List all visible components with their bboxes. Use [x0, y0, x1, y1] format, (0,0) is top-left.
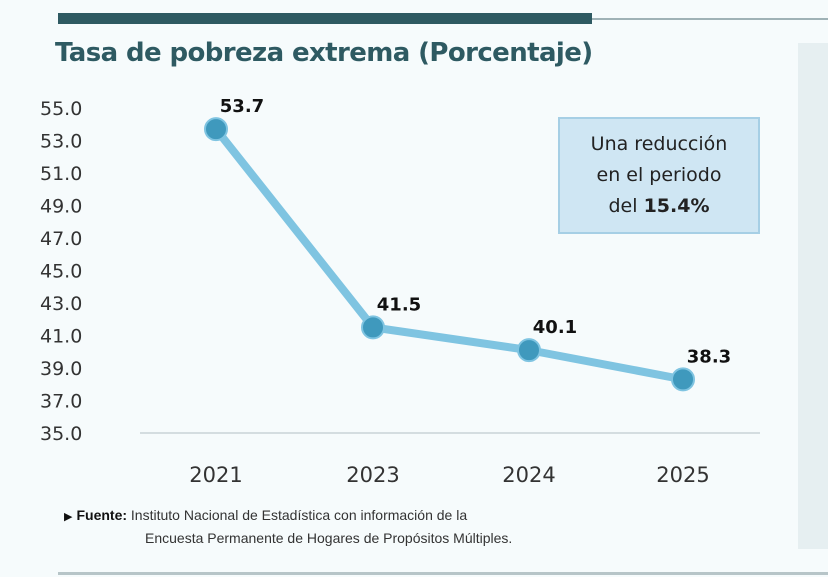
side-panel: [798, 43, 828, 549]
x-tick-label: 2024: [502, 463, 555, 487]
callout-line-2: en el periodo: [596, 164, 722, 186]
y-tick-label: 53.0: [40, 131, 82, 153]
source-line-1: Instituto Nacional de Estadística con in…: [130, 507, 468, 523]
y-tick-label: 49.0: [40, 196, 82, 218]
reduction-callout: Una reducción en el periodo del 15.4%: [558, 117, 760, 234]
y-tick-label: 55.0: [40, 98, 82, 120]
header-rule: [592, 18, 828, 20]
data-point-marker: [671, 367, 695, 392]
source-note: ▶ Fuente: Instituto Nacional de Estadísti…: [64, 505, 512, 549]
triangle-bullet-icon: ▶: [64, 511, 73, 523]
source-label: Fuente:: [76, 507, 128, 523]
series-line: [212, 125, 687, 384]
data-point-marker: [517, 338, 541, 363]
x-tick-label: 2021: [189, 463, 242, 487]
data-value-label: 53.7: [220, 96, 264, 117]
y-tick-label: 37.0: [40, 391, 82, 413]
y-tick-label: 43.0: [40, 293, 82, 315]
data-value-label: 40.1: [533, 317, 577, 338]
footer-rule: [58, 572, 828, 575]
data-point-marker: [361, 315, 385, 340]
y-tick-label: 51.0: [40, 163, 82, 185]
callout-line-1: Una reducción: [590, 133, 728, 155]
source-line-2: Encuesta Permanente de Hogares de Propós…: [145, 530, 513, 546]
y-tick-label: 41.0: [40, 326, 82, 348]
y-tick-label: 45.0: [40, 261, 82, 283]
callout-line-3: del 15.4%: [608, 195, 710, 217]
data-value-label: 41.5: [377, 294, 421, 315]
data-value-label: 38.3: [687, 346, 731, 367]
data-point-marker: [204, 117, 228, 142]
chart-title: Tasa de pobreza extrema (Porcentaje): [55, 38, 593, 68]
callout-value: 15.4%: [643, 195, 710, 217]
y-tick-label: 47.0: [40, 228, 82, 250]
y-tick-label: 39.0: [40, 358, 82, 380]
x-tick-label: 2025: [656, 463, 709, 487]
x-tick-label: 2023: [346, 463, 399, 487]
y-tick-label: 35.0: [40, 423, 82, 445]
header-bar: [58, 13, 592, 24]
